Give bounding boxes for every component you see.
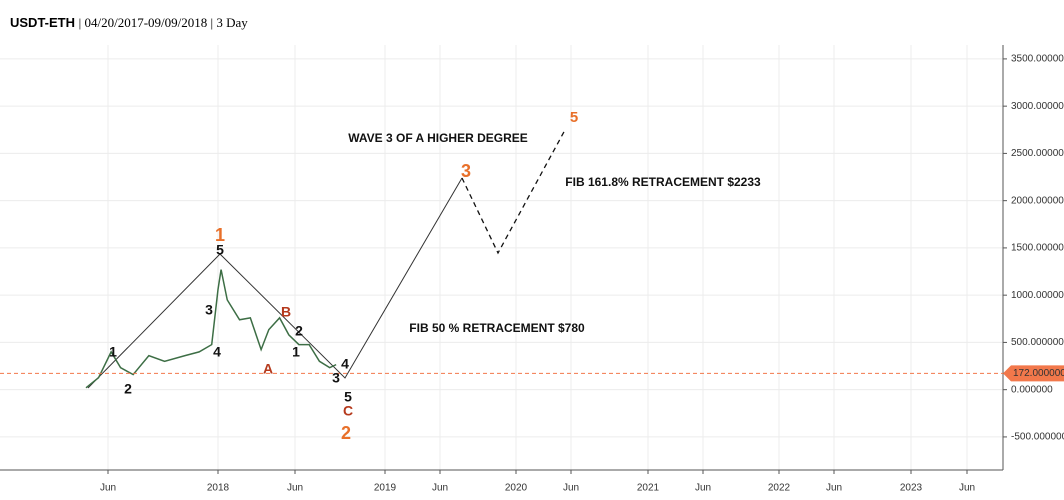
- x-tick-label: Jun: [100, 483, 116, 494]
- chart-title: USDT-ETH | 04/20/2017-09/09/2018 | 3 Day: [10, 15, 248, 30]
- annotation: 2: [341, 423, 351, 443]
- title: | 04/20/2017-09/09/2018 | 3 Day: [79, 15, 249, 30]
- annotation: 2: [295, 323, 303, 339]
- annotation: 4: [341, 356, 349, 372]
- y-tick-label: 2000.000000: [1011, 195, 1064, 206]
- price-line: [85, 269, 337, 389]
- x-tick-label: Jun: [695, 483, 711, 494]
- annotation: 5: [216, 242, 224, 258]
- y-tick-label: 3000.000000: [1011, 101, 1064, 112]
- y-tick-label: 0.000000: [1011, 384, 1053, 395]
- x-tick-label: Jun: [563, 483, 579, 494]
- y-tick-label: 2500.000000: [1011, 148, 1064, 159]
- annotation: 1: [109, 344, 117, 360]
- annotation: 3: [461, 161, 471, 181]
- projection-line: [461, 129, 566, 255]
- y-tick-label: 1500.000000: [1011, 243, 1064, 254]
- y-tick-label: 500.000000: [1011, 337, 1064, 348]
- y-tick-label: 1000.000000: [1011, 290, 1064, 301]
- price-tag: [1003, 365, 1064, 382]
- annotation: C: [343, 403, 353, 419]
- x-tick-label: Jun: [826, 483, 842, 494]
- x-tick-label: Jun: [432, 483, 448, 494]
- x-tick-label: 2021: [637, 483, 660, 494]
- annotation: 1: [292, 344, 300, 360]
- symbol: USDT-ETH: [10, 15, 75, 30]
- x-tick-label: 2018: [207, 483, 230, 494]
- annotation: WAVE 3 OF A HIGHER DEGREE: [348, 131, 528, 145]
- annotation: 5: [570, 109, 578, 126]
- x-tick-label: 2019: [374, 483, 397, 494]
- annotation: 4: [213, 344, 221, 360]
- annotation: 3: [332, 370, 340, 386]
- price-tag-label: 172.000000: [1013, 368, 1064, 379]
- annotation: B: [281, 304, 291, 320]
- annotation: A: [263, 361, 273, 377]
- annotation: 3: [205, 302, 213, 318]
- x-tick-label: Jun: [959, 483, 975, 494]
- annotation: 5: [344, 389, 352, 405]
- x-tick-label: 2022: [768, 483, 791, 494]
- annotation: FIB 161.8% RETRACEMENT $2233: [565, 175, 761, 189]
- wave-line: [87, 177, 463, 389]
- x-tick-label: 2023: [900, 483, 923, 494]
- annotation: 2: [124, 381, 132, 397]
- annotation: 1: [215, 225, 225, 245]
- y-tick-label: 3500.000000: [1011, 54, 1064, 65]
- x-tick-label: Jun: [287, 483, 303, 494]
- annotation: FIB 50 % RETRACEMENT $780: [409, 321, 585, 335]
- y-tick-label: -500.000000: [1011, 432, 1064, 443]
- x-tick-label: 2020: [505, 483, 528, 494]
